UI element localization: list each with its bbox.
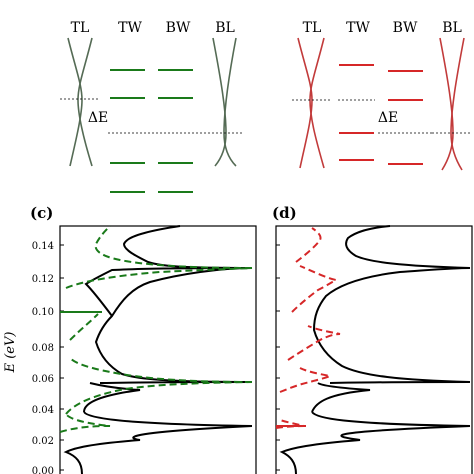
label-bl-left: BL (215, 20, 235, 36)
cone-tl-left (67, 37, 83, 167)
plot-frame-d (275, 225, 473, 474)
label-tl-right: TL (303, 20, 322, 36)
y-ticks: 0.00 0.02 0.04 0.06 0.08 0.10 0.12 0.14 (32, 241, 54, 474)
plot-frame-c (59, 225, 257, 474)
ytick-0.02: 0.02 (32, 436, 54, 447)
series-dashed-c (59, 225, 253, 433)
series-solid-c (63, 225, 253, 474)
cone-bl-right (439, 37, 454, 171)
plot-panel-c (59, 225, 257, 474)
cone-bl-left (212, 37, 227, 167)
label-bl-right: BL (442, 20, 462, 36)
delta-e-right: ΔE (378, 110, 398, 126)
ytick-0.12: 0.12 (32, 274, 54, 285)
series-solid-d (279, 225, 471, 474)
delta-e-left: ΔE (88, 110, 108, 126)
schematic-right: TL TW BW BL ΔE (292, 20, 470, 171)
cone-bl-right-b (450, 37, 465, 171)
label-bw-left: BW (166, 20, 191, 36)
ytick-0.06: 0.06 (32, 374, 54, 385)
cone-bl-left-b (223, 37, 237, 167)
ytick-0.10: 0.10 (32, 307, 54, 318)
label-tl-left: TL (71, 20, 90, 36)
ytick-0.04: 0.04 (32, 405, 54, 416)
label-bw-right: BW (393, 20, 418, 36)
y-tick-marks-d (276, 244, 280, 471)
plot-panel-d (275, 225, 473, 474)
panel-d-label: (d) (272, 204, 297, 222)
label-tw-left: TW (118, 20, 142, 36)
schematic-left: TL TW BW BL ΔE (60, 20, 244, 193)
ytick-0.00: 0.00 (32, 466, 54, 474)
y-axis-label: E (eV) (3, 332, 18, 374)
cone-tl-left-b (77, 37, 93, 167)
label-tw-right: TW (346, 20, 370, 36)
ytick-0.14: 0.14 (32, 241, 54, 252)
panel-c-label: (c) (30, 204, 53, 222)
ytick-0.08: 0.08 (32, 343, 54, 354)
